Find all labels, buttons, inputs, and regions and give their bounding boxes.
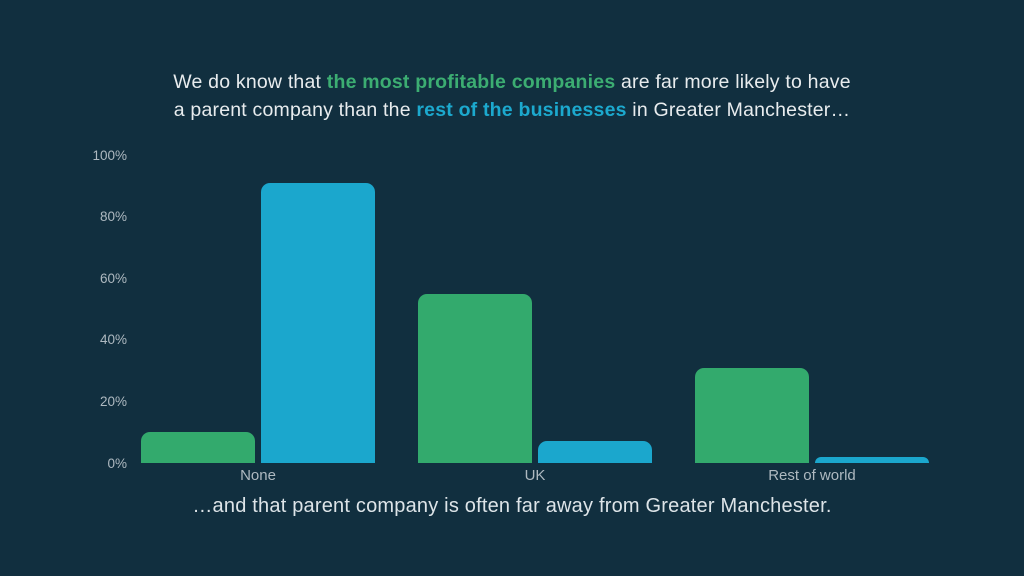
title-line: a parent company than the rest of the bu…	[0, 96, 1024, 124]
y-tick-label: 60%	[99, 270, 127, 286]
chart-title: We do know that the most profitable comp…	[0, 68, 1024, 124]
y-tick-label: 40%	[99, 332, 127, 348]
title-segment-plain: a parent company than the	[173, 99, 417, 121]
bar-most-profitable-companies-none	[141, 432, 255, 463]
y-tick-label: 20%	[99, 393, 127, 409]
x-axis-label-uk: UK	[524, 467, 546, 484]
y-tick-label: 100%	[92, 147, 127, 163]
bar-most-profitable-companies-uk	[418, 293, 532, 463]
bar-rest-of-businesses-none	[261, 182, 375, 463]
x-axis-label-none: None	[240, 467, 276, 484]
bar-group-rest-of-world: Rest of world	[695, 155, 929, 483]
bar-chart: None UK Rest of world 0% 20% 40% 60% 80% 100%	[92, 148, 929, 483]
title-segment-blue: rest of the businesses	[416, 99, 627, 121]
y-tick-label: 0%	[107, 455, 127, 471]
title-segment-green: the most profitable companies	[326, 71, 616, 93]
y-tick-label: 80%	[99, 208, 127, 224]
title-segment-plain: are far more likely to have	[615, 71, 851, 93]
bar-rest-of-businesses-rest-of-world	[815, 456, 929, 463]
x-axis-label-rest-of-world: Rest of world	[768, 467, 856, 484]
bar-most-profitable-companies-rest-of-world	[695, 367, 809, 463]
plot-area: None UK Rest of world	[141, 155, 929, 483]
title-segment-plain: in Greater Manchester…	[626, 99, 851, 121]
chart-caption: …and that parent company is often far aw…	[192, 495, 832, 517]
title-line: We do know that the most profitable comp…	[0, 68, 1024, 96]
title-segment-plain: We do know that	[173, 71, 327, 93]
bar-group-none: None	[141, 155, 375, 483]
bar-rest-of-businesses-uk	[538, 441, 652, 463]
bar-group-uk: UK	[418, 155, 652, 483]
